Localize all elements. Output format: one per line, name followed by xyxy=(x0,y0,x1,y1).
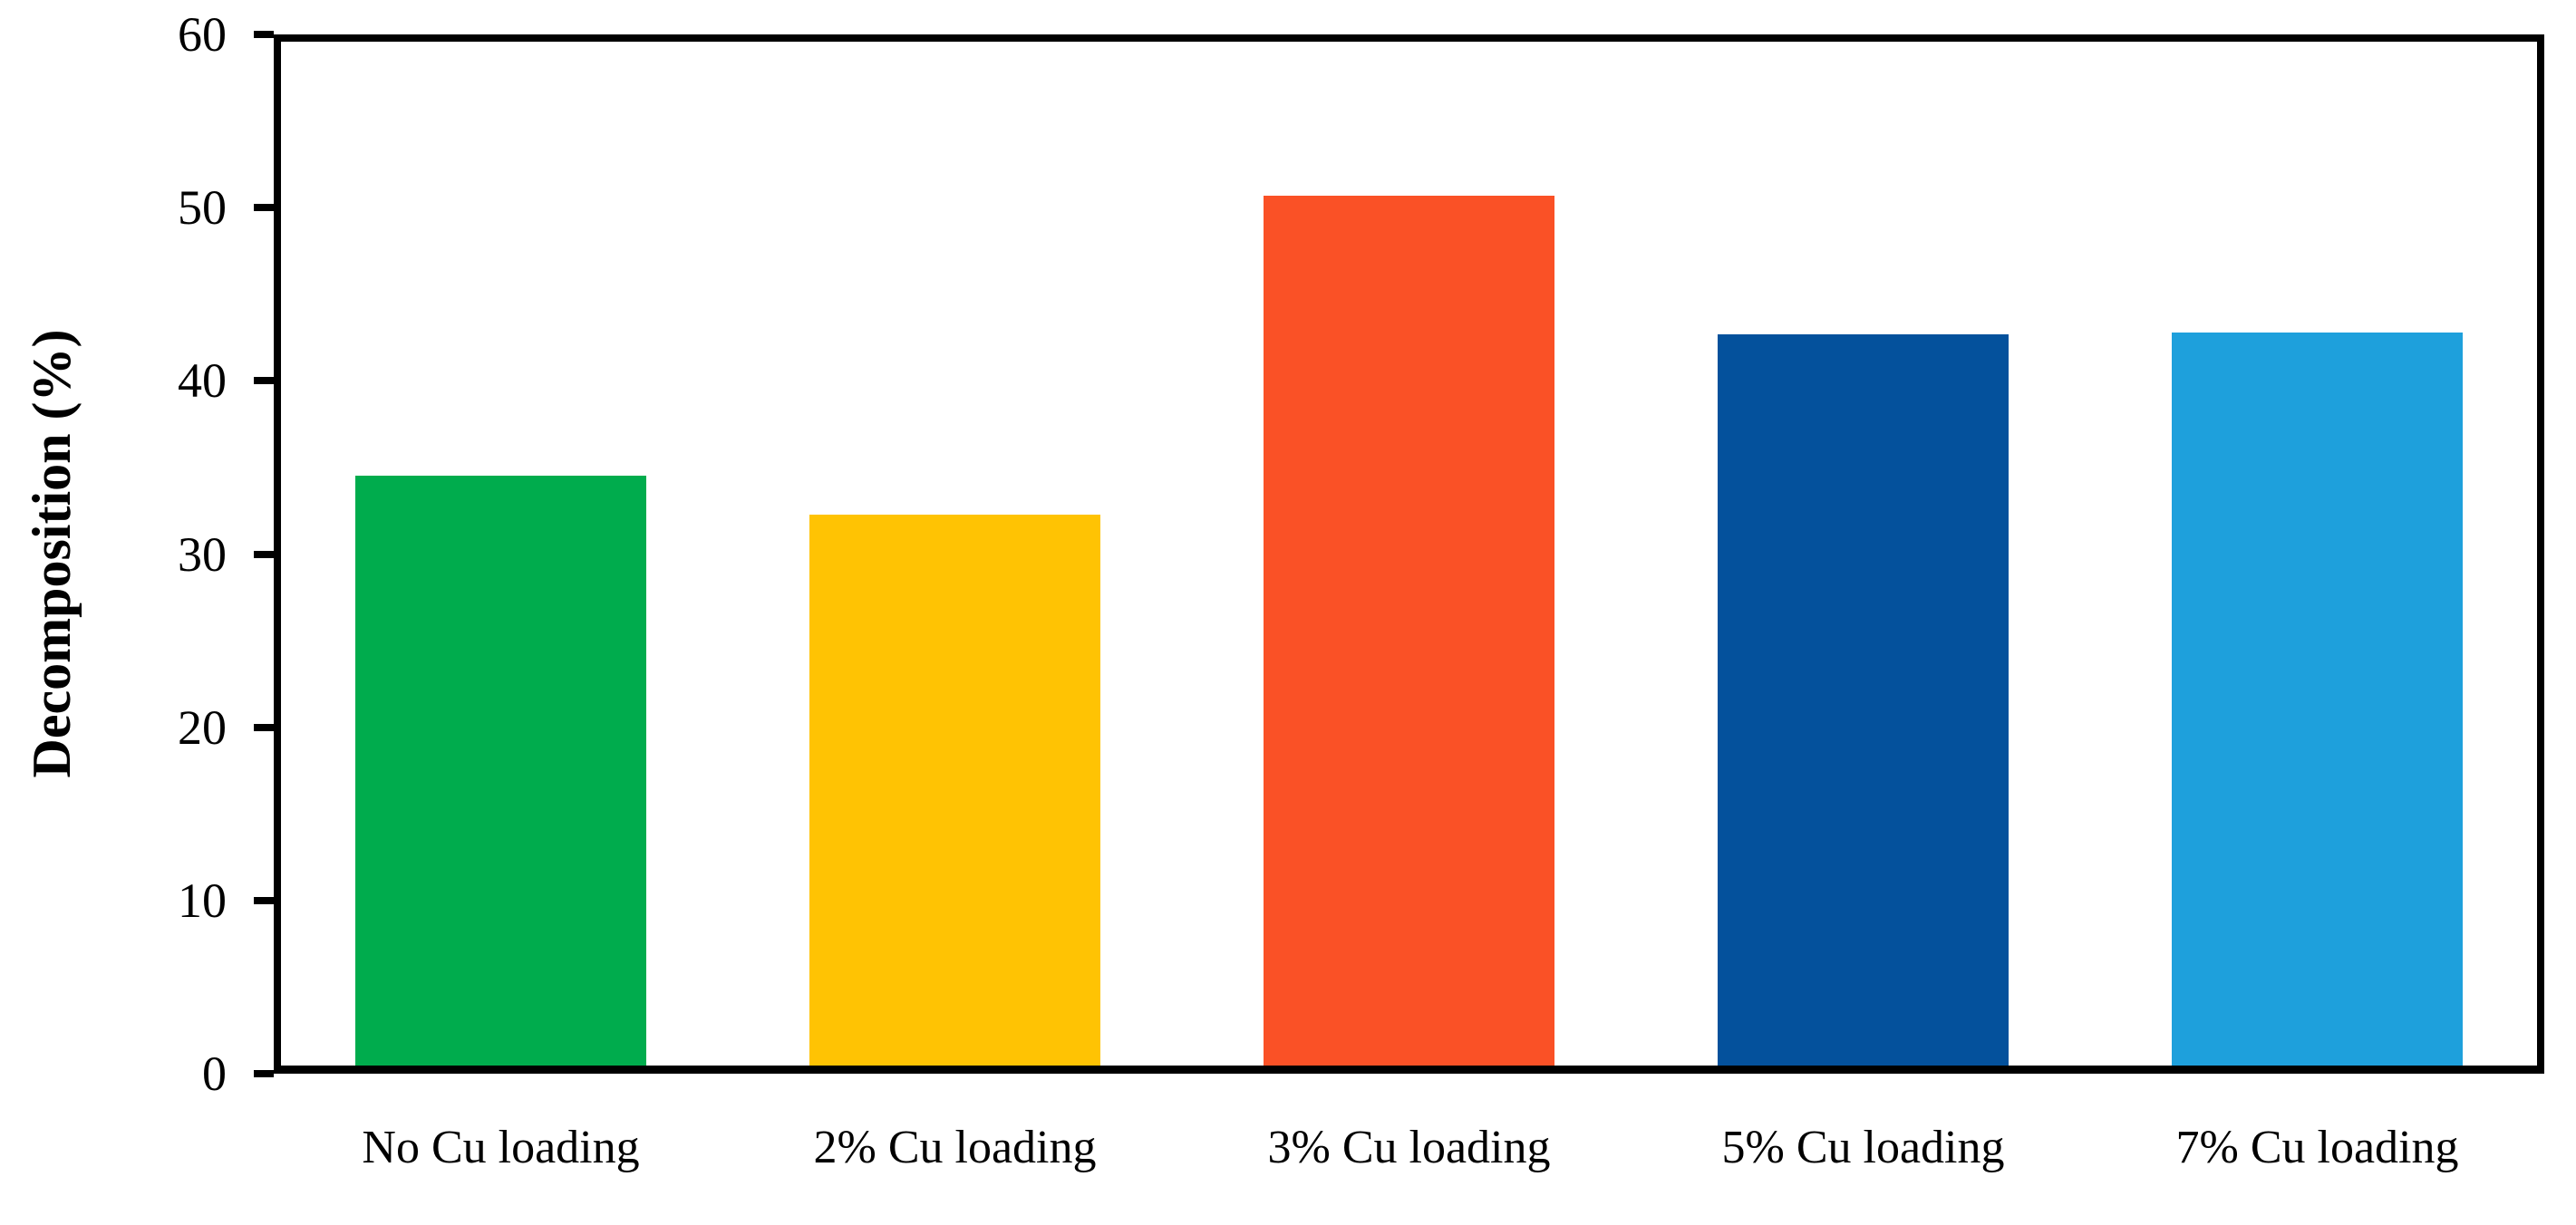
bar-7-cu-loading xyxy=(2172,333,2463,1074)
y-axis-tick xyxy=(254,31,274,38)
y-axis-tick-label: 30 xyxy=(178,527,227,582)
x-axis-label-no-cu-loading: No Cu loading xyxy=(362,1122,640,1173)
y-axis-tick-label: 20 xyxy=(178,700,227,755)
y-axis-tick xyxy=(254,377,274,384)
x-axis-label-7-cu-loading: 7% Cu loading xyxy=(2175,1122,2459,1173)
bar-5-cu-loading xyxy=(1718,334,2009,1074)
x-axis-label-3-cu-loading: 3% Cu loading xyxy=(1267,1122,1551,1173)
y-axis-tick xyxy=(254,724,274,731)
y-axis-tick-label: 40 xyxy=(178,353,227,408)
y-axis-tick-label: 0 xyxy=(202,1047,227,1101)
x-axis-label-5-cu-loading: 5% Cu loading xyxy=(1721,1122,2005,1173)
y-axis-tick xyxy=(254,897,274,904)
bar-2-cu-loading xyxy=(809,515,1100,1074)
bar-no-cu-loading xyxy=(355,476,646,1074)
y-axis-tick xyxy=(254,551,274,558)
y-axis-tick-label: 10 xyxy=(178,873,227,928)
y-axis-tick-label: 50 xyxy=(178,180,227,235)
bar-3-cu-loading xyxy=(1264,196,1554,1074)
y-axis-tick-label: 60 xyxy=(178,7,227,62)
y-axis-tick xyxy=(254,204,274,211)
x-axis-label-2-cu-loading: 2% Cu loading xyxy=(813,1122,1097,1173)
y-axis-tick xyxy=(254,1070,274,1077)
